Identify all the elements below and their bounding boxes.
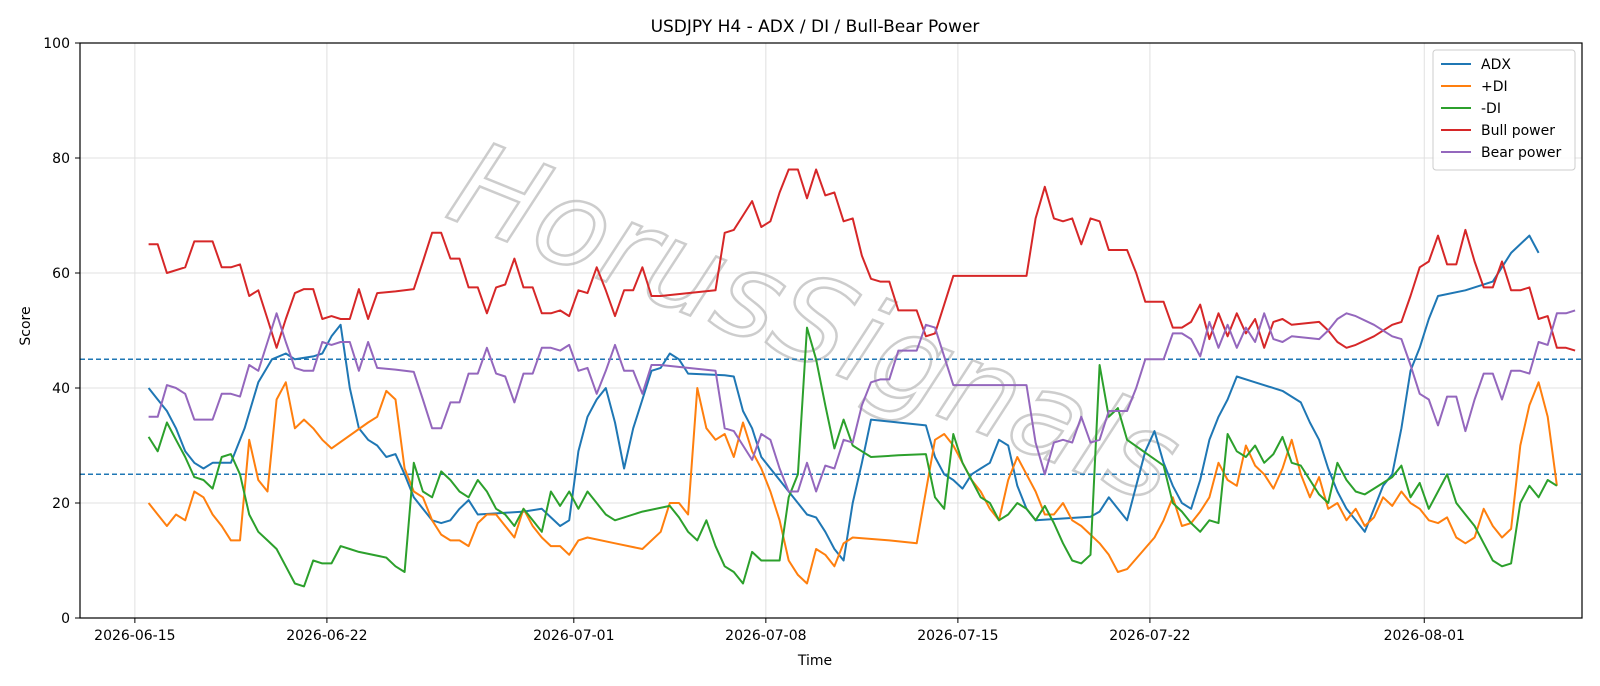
plot-frame [79, 42, 1583, 619]
x-tick-label: 2026-08-01 [1384, 628, 1465, 644]
series-line--di [147, 326, 1558, 588]
y-tick-label: 20 [52, 496, 70, 512]
x-axis-title: Time [797, 653, 832, 669]
legend-label--di: -DI [1481, 101, 1501, 117]
legend-label--di: +DI [1481, 79, 1508, 95]
y-tick-label: 40 [52, 381, 70, 397]
y-tick-label: 80 [52, 151, 70, 167]
x-tick-label: 2026-06-22 [286, 628, 367, 644]
legend-label-bull-power: Bull power [1481, 123, 1555, 139]
legend: ADX +DI -DI Bull power Bear power [1432, 49, 1576, 171]
plot-background [80, 43, 1582, 618]
y-tick-label: 0 [61, 611, 70, 627]
series-line-adx [147, 234, 1540, 562]
y-tick-label: 100 [43, 36, 70, 52]
legend-box [1432, 49, 1576, 171]
x-tick-label: 2026-07-01 [533, 628, 614, 644]
y-axis-title: Score [18, 306, 34, 345]
x-tick-label: 2026-07-15 [917, 628, 998, 644]
x-tick-label: 2026-07-08 [725, 628, 806, 644]
legend-label-adx: ADX [1481, 57, 1511, 73]
y-tick-label: 60 [52, 266, 70, 282]
series-line-bear-power [148, 309, 1576, 493]
series-line-bull-power [148, 168, 1576, 352]
legend-label-bear-power: Bear power [1481, 145, 1562, 161]
series-line--di [147, 381, 1558, 585]
x-tick-label: 2026-07-22 [1109, 628, 1190, 644]
chart-title: USDJPY H4 - ADX / DI / Bull-Bear Power [651, 17, 980, 37]
x-tick-label: 2026-06-15 [94, 628, 175, 644]
